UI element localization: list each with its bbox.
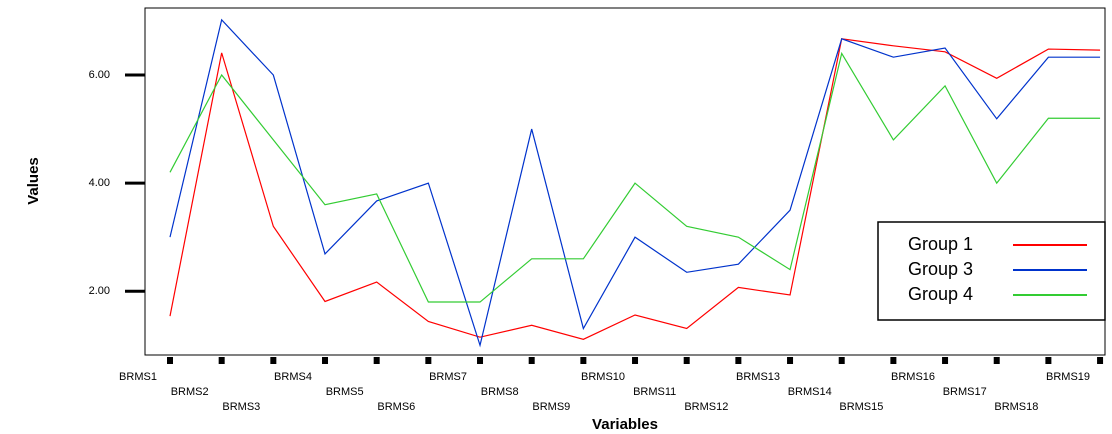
x-tick-label: BRMS11 [633, 386, 676, 398]
x-tick [890, 357, 897, 364]
x-tick [373, 357, 380, 364]
x-tick-label: BRMS7 [429, 371, 467, 383]
x-tick [1045, 357, 1052, 364]
x-tick [477, 357, 484, 364]
x-tick-label: BRMS9 [532, 401, 570, 413]
x-tick-label: BRMS12 [684, 401, 728, 413]
series-line [169, 51, 1101, 303]
x-tick [218, 357, 225, 364]
y-axis-title: Values [25, 157, 42, 205]
x-tick-label: BRMS16 [891, 371, 935, 383]
x-tick [993, 357, 1000, 364]
x-tick [270, 357, 277, 364]
legend-label: Group 1 [908, 234, 973, 254]
x-tick [322, 357, 329, 364]
x-tick [580, 357, 587, 364]
x-tick-label: BRMS5 [326, 386, 364, 398]
y-tick-label: 4.00 [89, 177, 110, 189]
x-tick-label: BRMS18 [994, 401, 1038, 413]
x-tick [787, 357, 794, 364]
x-tick-label: BRMS17 [943, 386, 987, 398]
x-tick [942, 357, 949, 364]
legend-label: Group 4 [908, 284, 973, 304]
x-tick-label: BRMS8 [481, 386, 519, 398]
y-tick-label: 2.00 [89, 285, 110, 297]
x-tick [632, 357, 639, 364]
series-line [169, 38, 1101, 340]
x-axis-title: Variables [592, 416, 658, 433]
series-line [169, 18, 1101, 348]
y-tick-label: 6.00 [89, 69, 110, 81]
x-tick-label: BRMS14 [788, 386, 832, 398]
x-tick-label: BRMS1 [119, 371, 157, 383]
x-tick [838, 357, 845, 364]
x-tick [683, 357, 690, 364]
plot-frame [144, 7, 1106, 356]
x-tick [528, 357, 535, 364]
x-tick-label: BRMS19 [1046, 371, 1090, 383]
x-tick-label: BRMS2 [171, 386, 209, 398]
x-tick-label: BRMS6 [377, 401, 415, 413]
x-tick-label: BRMS13 [736, 371, 780, 383]
x-tick-label: BRMS4 [274, 371, 312, 383]
x-tick-label: BRMS3 [222, 401, 260, 413]
x-tick [1097, 357, 1104, 364]
x-tick [735, 357, 742, 364]
legend-label: Group 3 [908, 259, 973, 279]
x-tick [167, 357, 173, 364]
x-tick-label: BRMS10 [581, 371, 625, 383]
x-tick-label: BRMS15 [839, 401, 883, 413]
x-tick [425, 357, 432, 364]
